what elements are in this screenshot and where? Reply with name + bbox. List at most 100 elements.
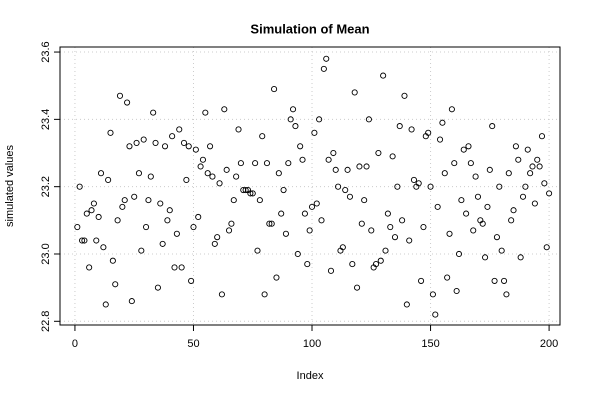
point [470,227,477,234]
point [493,234,500,241]
y-tick-label: 23.6 [40,41,52,62]
x-tick-label: 200 [540,338,558,350]
point [169,133,176,140]
y-tick-label: 23.0 [40,243,52,264]
point [254,247,261,254]
point [536,163,543,170]
point [185,143,192,150]
point [76,183,83,190]
point [335,183,342,190]
point [147,173,154,180]
point [138,247,145,254]
point [249,190,256,197]
point [418,277,425,284]
point [90,200,97,207]
point [323,55,330,62]
point [527,170,534,177]
point [396,123,403,130]
point [368,227,375,234]
point [135,170,142,177]
point [308,203,316,210]
point [116,92,124,99]
point [453,287,460,295]
point [81,237,88,244]
point [237,160,244,167]
point [420,224,427,231]
point [171,264,178,271]
point [415,180,422,187]
point [121,197,128,204]
point [304,261,311,268]
point [133,139,140,146]
point [541,180,548,187]
point [230,197,237,204]
point [240,186,247,194]
x-axis-label: Index [297,370,324,382]
point [86,264,93,271]
point [294,250,301,258]
point [183,176,190,183]
point [505,170,512,177]
point [202,109,209,116]
point [391,234,399,241]
point [349,261,356,268]
point [508,217,515,224]
point [354,284,361,291]
point [351,89,358,96]
point [543,244,550,251]
point [524,146,531,153]
point [83,210,90,217]
point [292,123,299,130]
point [188,277,195,284]
point [299,156,306,163]
point [377,257,384,264]
point [211,240,218,247]
point [157,200,164,207]
point [472,173,479,180]
point [399,217,406,224]
point [325,156,332,163]
point [154,284,161,291]
point [223,166,230,173]
point [358,220,365,227]
point [356,163,363,170]
point [159,240,166,247]
point [252,160,259,167]
point [460,146,467,153]
y-tick-label: 23.2 [40,176,52,197]
point [434,203,441,210]
point [330,149,337,157]
point [522,183,529,190]
point [124,99,131,106]
point [88,207,95,214]
point [197,163,204,170]
point [256,197,263,204]
point [498,247,505,254]
point [180,139,188,146]
x-tick-label: 0 [72,338,78,350]
point [176,126,183,133]
point [93,237,100,244]
chart-title: Simulation of Mean [250,21,369,36]
point [287,116,294,123]
point [451,160,458,167]
point [112,281,119,288]
point [97,170,105,177]
point [228,220,235,227]
point [486,166,493,173]
point [275,170,282,177]
point [102,301,109,308]
point [327,267,335,274]
y-axis-label: simulated values [4,145,16,227]
point [216,180,223,187]
point [178,264,185,271]
point [320,65,327,72]
point [259,133,266,140]
point [109,257,116,264]
point [372,261,380,268]
point [233,173,240,180]
point [190,224,197,231]
point [389,153,396,160]
x-tick-label: 100 [303,338,321,350]
